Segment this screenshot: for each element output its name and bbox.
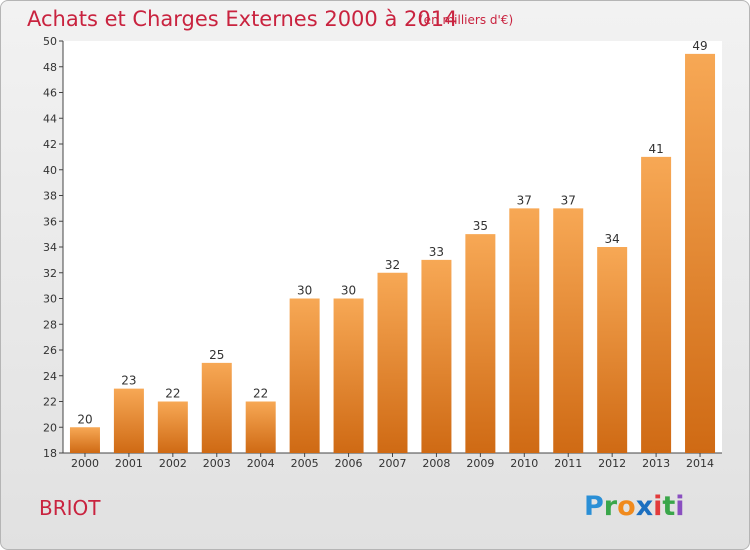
y-tick-label: 36 bbox=[43, 215, 57, 228]
y-tick-label: 46 bbox=[43, 87, 57, 100]
x-tick-label: 2013 bbox=[642, 457, 670, 470]
data-label: 49 bbox=[692, 39, 707, 53]
y-tick-label: 48 bbox=[43, 61, 57, 74]
bar-2004 bbox=[245, 401, 276, 453]
x-tick-label: 2010 bbox=[510, 457, 538, 470]
bar-2000 bbox=[69, 427, 100, 453]
y-tick-label: 24 bbox=[43, 370, 57, 383]
commune-name: BRIOT bbox=[39, 496, 101, 520]
y-tick-label: 26 bbox=[43, 344, 57, 357]
x-tick-label: 2000 bbox=[71, 457, 99, 470]
bar-2006 bbox=[333, 298, 364, 453]
data-label: 23 bbox=[121, 374, 136, 388]
x-tick-label: 2012 bbox=[598, 457, 626, 470]
chart-title: Achats et Charges Externes 2000 à 2014 bbox=[27, 7, 458, 31]
proxiti-logo[interactable]: Proxiti bbox=[584, 491, 685, 522]
x-tick-label: 2002 bbox=[159, 457, 187, 470]
y-tick-label: 38 bbox=[43, 190, 57, 203]
data-label: 37 bbox=[561, 193, 576, 207]
x-tick-label: 2005 bbox=[291, 457, 319, 470]
bar-2009 bbox=[465, 234, 496, 453]
x-tick-label: 2009 bbox=[466, 457, 494, 470]
bar-2011 bbox=[553, 208, 584, 453]
data-label: 22 bbox=[253, 387, 268, 401]
data-label: 30 bbox=[297, 284, 312, 298]
bar-2010 bbox=[509, 208, 540, 453]
x-tick-label: 2008 bbox=[422, 457, 450, 470]
data-label: 33 bbox=[429, 245, 444, 259]
y-tick-label: 34 bbox=[43, 241, 57, 254]
y-tick-label: 30 bbox=[43, 293, 57, 306]
x-tick-label: 2007 bbox=[379, 457, 407, 470]
x-tick-label: 2011 bbox=[554, 457, 582, 470]
bar-2002 bbox=[157, 401, 188, 453]
data-label: 34 bbox=[605, 232, 620, 246]
data-label: 25 bbox=[209, 348, 224, 362]
y-tick-label: 22 bbox=[43, 396, 57, 409]
y-tick-label: 44 bbox=[43, 112, 57, 125]
data-label: 30 bbox=[341, 284, 356, 298]
bar-2001 bbox=[113, 388, 144, 453]
bar-2007 bbox=[377, 272, 408, 453]
y-tick-label: 32 bbox=[43, 267, 57, 280]
x-tick-label: 2003 bbox=[203, 457, 231, 470]
bar-2008 bbox=[421, 259, 452, 453]
y-tick-label: 42 bbox=[43, 138, 57, 151]
x-tick-label: 2004 bbox=[247, 457, 275, 470]
x-tick-label: 2001 bbox=[115, 457, 143, 470]
y-tick-label: 50 bbox=[43, 35, 57, 48]
bar-2014 bbox=[685, 53, 716, 453]
x-tick-label: 2006 bbox=[335, 457, 363, 470]
bar-2013 bbox=[641, 156, 672, 453]
y-tick-label: 40 bbox=[43, 164, 57, 177]
data-label: 37 bbox=[517, 193, 532, 207]
bar-2003 bbox=[201, 362, 232, 453]
data-label: 22 bbox=[165, 387, 180, 401]
bar-2005 bbox=[289, 298, 320, 453]
data-label: 32 bbox=[385, 258, 400, 272]
y-tick-label: 28 bbox=[43, 318, 57, 331]
data-label: 41 bbox=[648, 142, 663, 156]
data-label: 20 bbox=[77, 412, 92, 426]
y-tick-label: 18 bbox=[43, 447, 57, 460]
bar-2012 bbox=[597, 247, 628, 453]
x-tick-label: 2014 bbox=[686, 457, 714, 470]
y-tick-label: 20 bbox=[43, 421, 57, 434]
chart-subtitle: (en milliers d'€) bbox=[419, 13, 514, 27]
data-label: 35 bbox=[473, 219, 488, 233]
